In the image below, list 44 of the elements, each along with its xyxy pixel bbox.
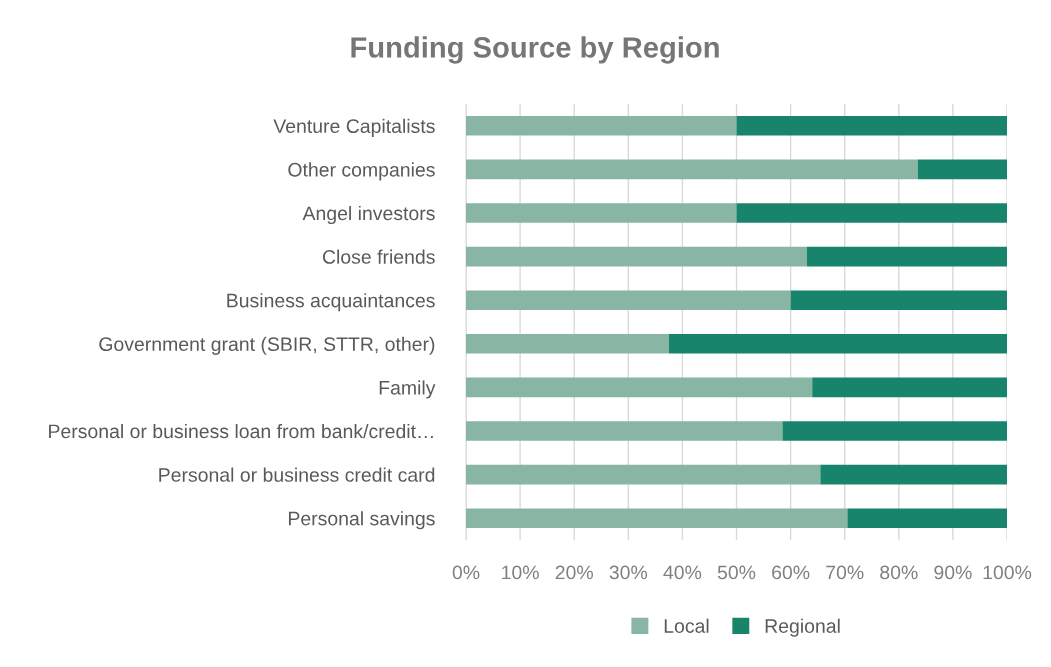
chart-title: Funding Source by Region — [351, 36, 719, 64]
bar — [782, 421, 1007, 441]
x-tick-label: 30% — [609, 565, 648, 580]
x-tick-label: 10% — [502, 565, 539, 580]
bar — [466, 464, 821, 485]
bar — [847, 508, 1007, 529]
y-tick-label: Other companies — [288, 162, 435, 181]
y-tick-label: Government grant (SBIR, STTR, other) — [99, 336, 435, 355]
x-tick-label: 100% — [983, 565, 1032, 580]
y-tick-label: Venture Capitalists — [273, 118, 435, 137]
x-tick-label: 40% — [663, 565, 702, 580]
x-tick-label: 90% — [934, 565, 972, 580]
bar — [466, 377, 813, 398]
x-tick-label: 20% — [555, 565, 593, 580]
y-tick-label: Business acquaintances — [227, 293, 435, 312]
bar — [466, 290, 791, 311]
y-tick-label: Personal or business loan from bank/credit… — [49, 423, 433, 439]
y-tick-label: Personal savings — [288, 511, 435, 530]
x-tick-label: 80% — [880, 565, 918, 580]
bar — [668, 333, 1007, 354]
bar — [790, 290, 1007, 311]
bar — [466, 421, 783, 441]
bar — [736, 203, 1007, 223]
bar — [820, 464, 1007, 485]
y-tick-label: Personal or business credit card — [159, 467, 435, 482]
bar — [466, 508, 848, 529]
x-tick-label: 60% — [772, 565, 810, 580]
x-tick-label: 50% — [717, 565, 756, 580]
legend-label: Local — [664, 618, 709, 633]
bar — [736, 115, 1007, 136]
y-tick-label: Angel investors — [302, 205, 435, 225]
y-tick-label: Family — [379, 380, 436, 399]
bar — [466, 203, 737, 223]
legend-label: Regional — [765, 618, 840, 637]
bar — [806, 246, 1007, 267]
bar — [466, 246, 807, 267]
bar — [466, 115, 737, 136]
bar — [466, 159, 918, 180]
x-tick-label: 0% — [452, 565, 480, 580]
bar — [812, 377, 1007, 398]
bar — [917, 159, 1007, 180]
x-tick-label: 70% — [826, 565, 864, 580]
bar — [466, 333, 669, 354]
y-tick-label: Close friends — [322, 249, 435, 264]
